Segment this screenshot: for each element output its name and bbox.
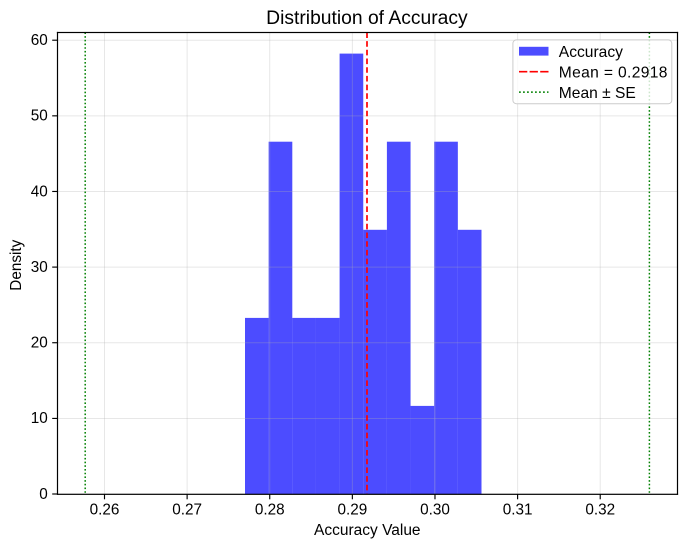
svg-text:0.29: 0.29 [337, 502, 367, 519]
svg-text:50: 50 [31, 108, 48, 125]
svg-text:Accuracy: Accuracy [559, 44, 623, 61]
svg-text:Accuracy Value: Accuracy Value [314, 522, 421, 539]
svg-text:Distribution of Accuracy: Distribution of Accuracy [266, 8, 468, 29]
svg-text:0.30: 0.30 [420, 502, 450, 519]
svg-text:10: 10 [31, 410, 48, 427]
svg-text:40: 40 [31, 183, 48, 200]
svg-text:0.26: 0.26 [90, 502, 120, 519]
svg-text:0.28: 0.28 [255, 502, 285, 519]
svg-text:60: 60 [31, 32, 48, 49]
svg-text:Density: Density [8, 239, 25, 290]
svg-text:Mean ± SE: Mean ± SE [559, 85, 636, 102]
svg-text:0.27: 0.27 [172, 502, 202, 519]
svg-text:0.31: 0.31 [503, 502, 533, 519]
svg-text:0: 0 [39, 486, 48, 503]
svg-text:20: 20 [31, 335, 48, 352]
svg-text:Mean = 0.2918: Mean = 0.2918 [559, 64, 668, 81]
svg-text:0.32: 0.32 [585, 502, 615, 519]
svg-text:30: 30 [31, 259, 48, 276]
